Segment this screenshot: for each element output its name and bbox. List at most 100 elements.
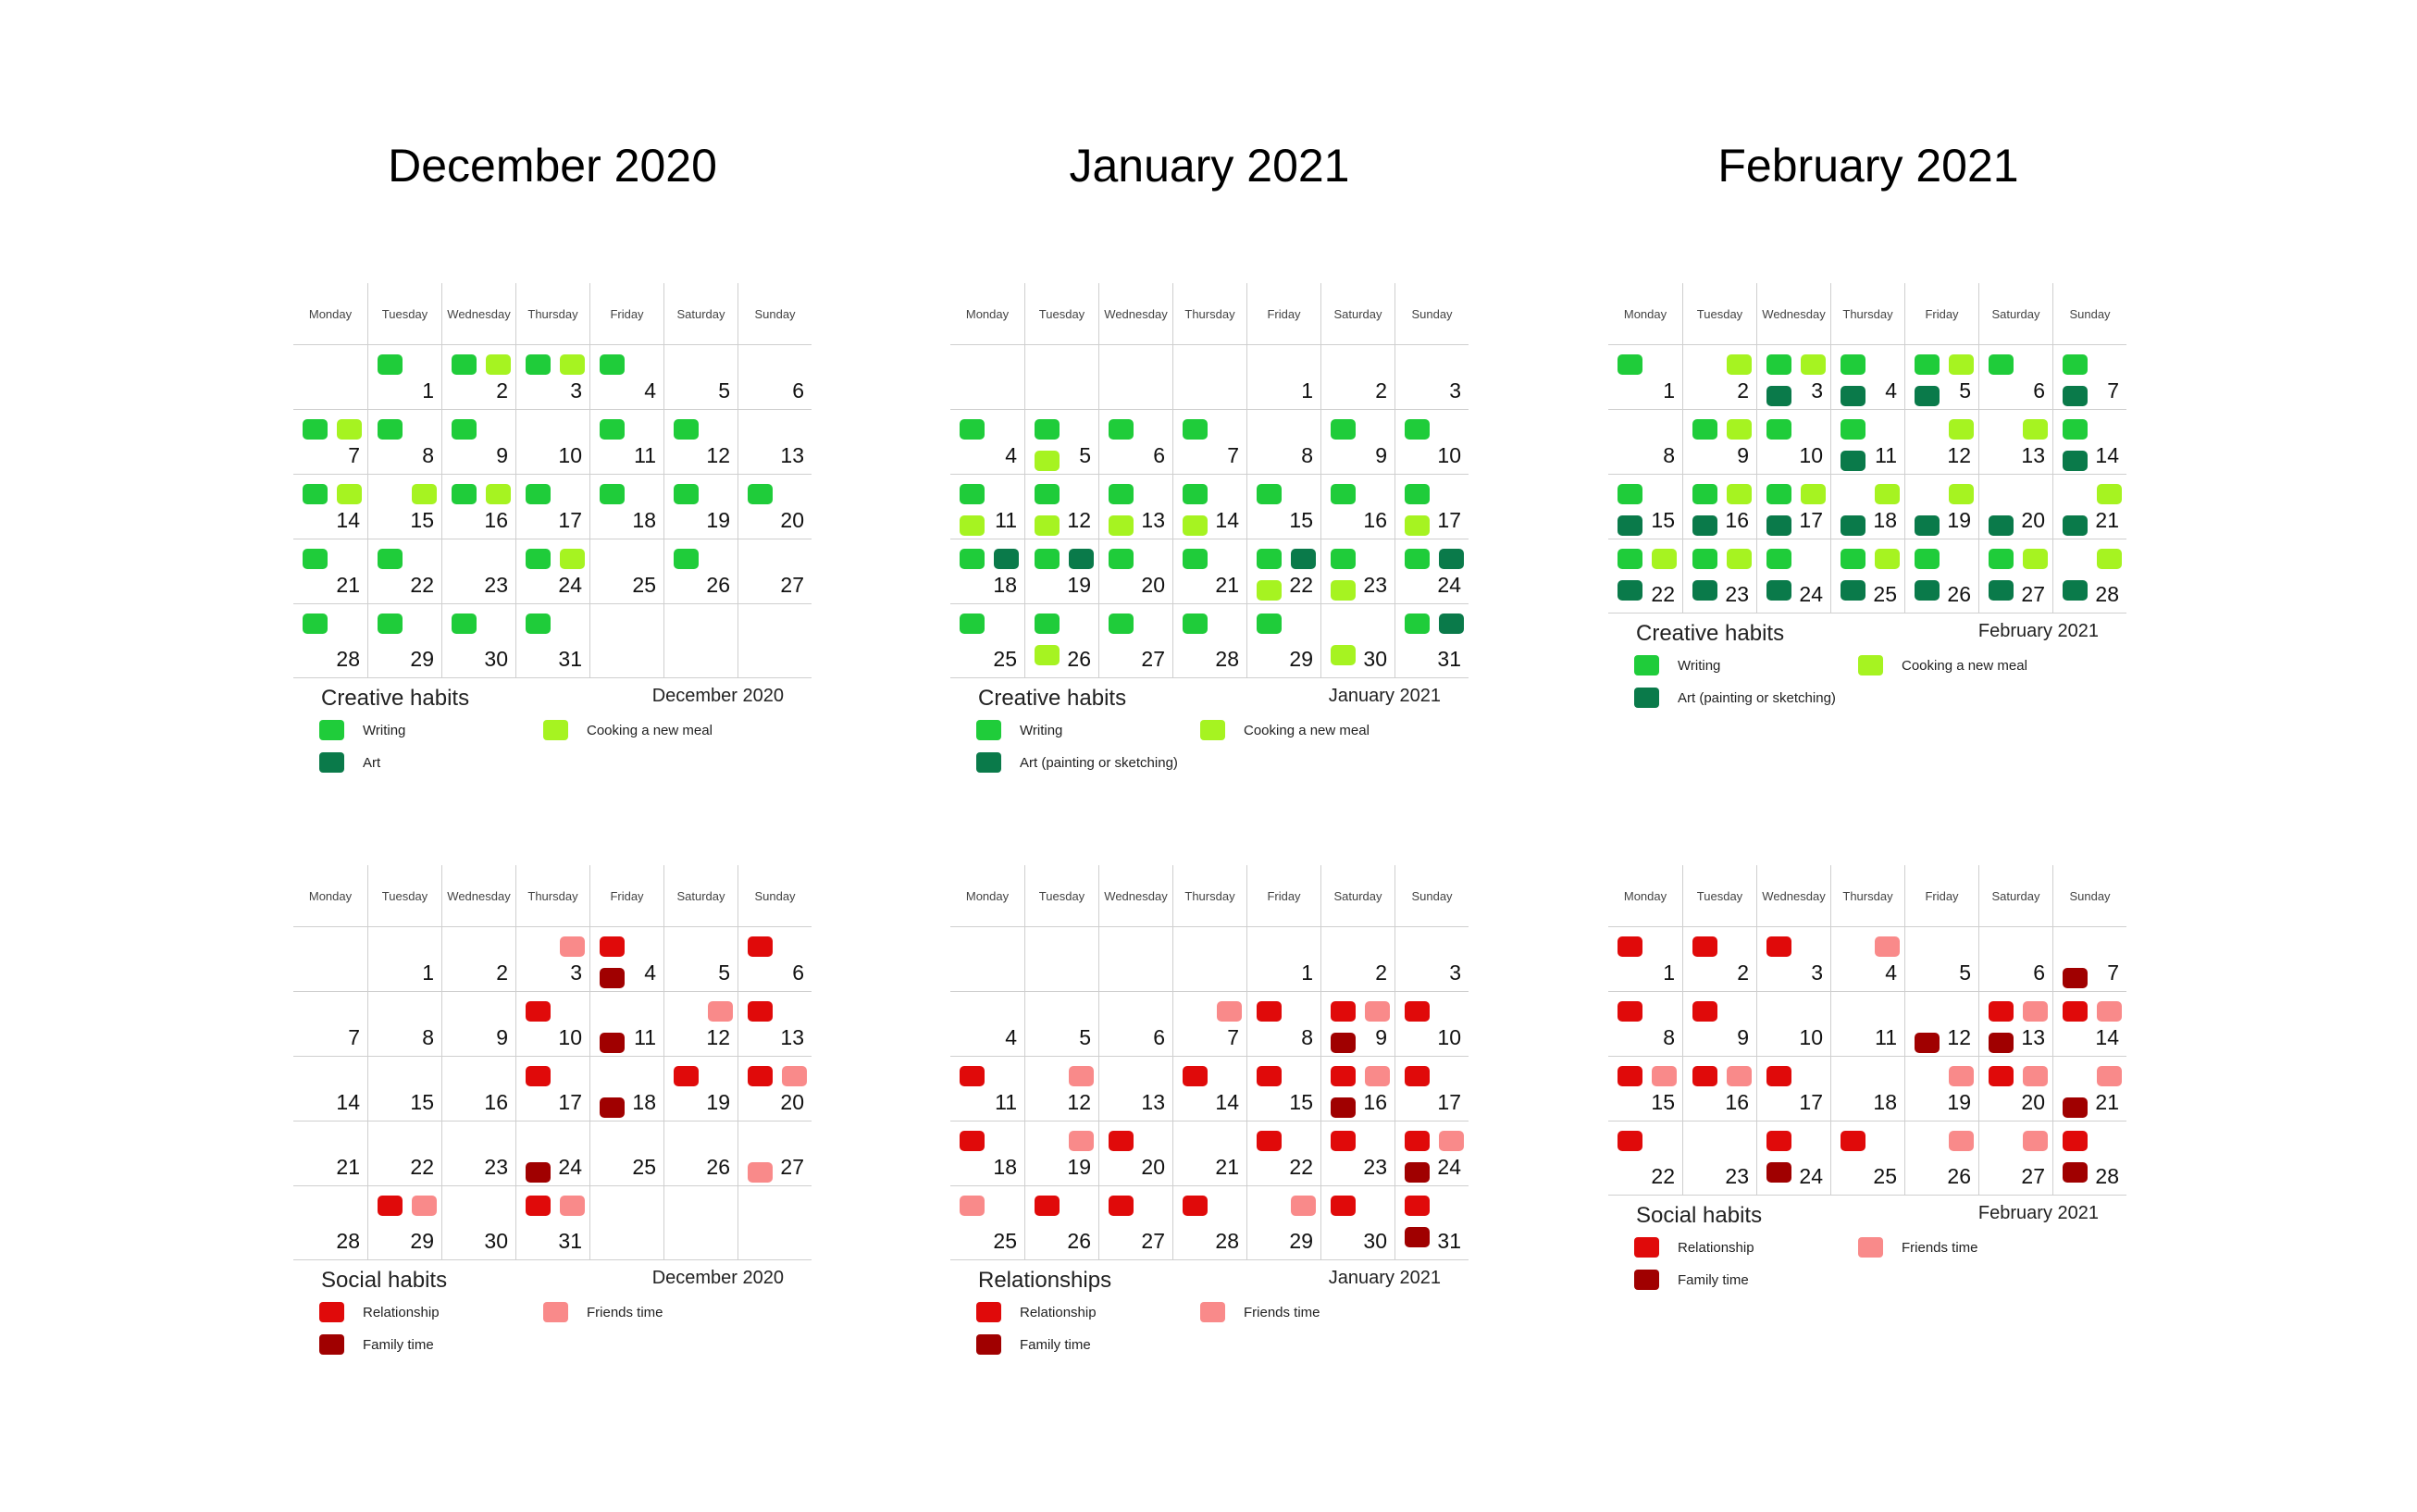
day-cell[interactable]: 5 — [663, 345, 737, 410]
day-cell[interactable]: 26 — [1904, 539, 1978, 613]
day-cell[interactable]: 6 — [1978, 345, 2052, 410]
day-cell[interactable]: 15 — [1608, 1057, 1682, 1122]
day-cell[interactable]: 10 — [1394, 992, 1469, 1057]
day-cell[interactable]: 31 — [1394, 1186, 1469, 1260]
day-cell[interactable]: 26 — [1024, 604, 1098, 678]
day-cell[interactable]: 14 — [293, 1057, 367, 1122]
day-cell[interactable]: 25 — [1830, 539, 1904, 613]
day-cell[interactable]: 11 — [1830, 992, 1904, 1057]
day-cell[interactable]: 7 — [293, 410, 367, 475]
day-cell[interactable]: 8 — [1608, 992, 1682, 1057]
day-cell[interactable]: 24 — [1756, 1122, 1830, 1196]
day-cell[interactable]: 29 — [367, 604, 441, 678]
day-cell[interactable]: 27 — [1978, 539, 2052, 613]
day-cell[interactable]: 27 — [737, 1122, 812, 1186]
day-cell[interactable]: 23 — [1682, 539, 1756, 613]
day-cell[interactable]: 8 — [367, 992, 441, 1057]
day-cell[interactable]: 14 — [1172, 475, 1246, 539]
day-cell[interactable]: 7 — [2052, 345, 2126, 410]
day-cell[interactable]: 30 — [441, 604, 515, 678]
day-cell[interactable]: 14 — [1172, 1057, 1246, 1122]
day-cell[interactable]: 23 — [1320, 539, 1394, 604]
day-cell[interactable]: 11 — [589, 992, 663, 1057]
day-cell[interactable]: 7 — [1172, 992, 1246, 1057]
day-cell[interactable]: 19 — [1904, 1057, 1978, 1122]
day-cell[interactable]: 13 — [1098, 475, 1172, 539]
day-cell[interactable]: 11 — [1830, 410, 1904, 475]
day-cell[interactable]: 8 — [1608, 410, 1682, 475]
day-cell[interactable]: 8 — [367, 410, 441, 475]
day-cell[interactable]: 27 — [1098, 604, 1172, 678]
day-cell[interactable]: 5 — [1024, 410, 1098, 475]
day-cell[interactable]: 5 — [1024, 992, 1098, 1057]
day-cell[interactable]: 28 — [1172, 1186, 1246, 1260]
day-cell[interactable]: 19 — [1024, 539, 1098, 604]
day-cell[interactable]: 20 — [1098, 1122, 1172, 1186]
day-cell[interactable]: 28 — [293, 1186, 367, 1260]
day-cell[interactable]: 13 — [1098, 1057, 1172, 1122]
day-cell[interactable]: 13 — [1978, 410, 2052, 475]
day-cell[interactable]: 26 — [1024, 1186, 1098, 1260]
day-cell[interactable]: 20 — [1978, 475, 2052, 539]
day-cell[interactable]: 23 — [441, 1122, 515, 1186]
day-cell[interactable]: 30 — [1320, 1186, 1394, 1260]
day-cell[interactable]: 28 — [2052, 1122, 2126, 1196]
day-cell[interactable]: 19 — [663, 1057, 737, 1122]
day-cell[interactable]: 24 — [515, 1122, 589, 1186]
day-cell[interactable]: 30 — [441, 1186, 515, 1260]
day-cell[interactable]: 31 — [515, 604, 589, 678]
day-cell[interactable]: 20 — [1978, 1057, 2052, 1122]
day-cell[interactable]: 25 — [950, 1186, 1024, 1260]
day-cell[interactable]: 21 — [293, 1122, 367, 1186]
day-cell[interactable]: 24 — [1394, 539, 1469, 604]
day-cell[interactable]: 5 — [1904, 927, 1978, 992]
day-cell[interactable]: 25 — [1830, 1122, 1904, 1196]
day-cell[interactable]: 10 — [515, 410, 589, 475]
day-cell[interactable]: 4 — [1830, 927, 1904, 992]
day-cell[interactable]: 6 — [737, 345, 812, 410]
day-cell[interactable]: 27 — [1098, 1186, 1172, 1260]
day-cell[interactable]: 27 — [1978, 1122, 2052, 1196]
day-cell[interactable]: 29 — [1246, 1186, 1320, 1260]
day-cell[interactable]: 18 — [1830, 475, 1904, 539]
day-cell[interactable]: 3 — [1394, 927, 1469, 992]
day-cell[interactable]: 17 — [515, 1057, 589, 1122]
day-cell[interactable]: 18 — [950, 539, 1024, 604]
day-cell[interactable]: 21 — [2052, 1057, 2126, 1122]
day-cell[interactable]: 12 — [1024, 475, 1098, 539]
day-cell[interactable]: 3 — [515, 927, 589, 992]
day-cell[interactable]: 24 — [1394, 1122, 1469, 1186]
day-cell[interactable]: 2 — [1320, 927, 1394, 992]
day-cell[interactable]: 9 — [1682, 992, 1756, 1057]
day-cell[interactable]: 25 — [950, 604, 1024, 678]
day-cell[interactable]: 29 — [367, 1186, 441, 1260]
day-cell[interactable]: 16 — [1682, 475, 1756, 539]
day-cell[interactable]: 3 — [1394, 345, 1469, 410]
day-cell[interactable]: 14 — [293, 475, 367, 539]
day-cell[interactable]: 25 — [589, 1122, 663, 1186]
day-cell[interactable]: 4 — [589, 927, 663, 992]
day-cell[interactable]: 7 — [293, 992, 367, 1057]
day-cell[interactable]: 10 — [1756, 992, 1830, 1057]
day-cell[interactable]: 2 — [1682, 345, 1756, 410]
day-cell[interactable]: 15 — [367, 1057, 441, 1122]
day-cell[interactable]: 11 — [950, 1057, 1024, 1122]
day-cell[interactable]: 15 — [1608, 475, 1682, 539]
day-cell[interactable]: 24 — [515, 539, 589, 604]
day-cell[interactable]: 16 — [1682, 1057, 1756, 1122]
day-cell[interactable]: 28 — [2052, 539, 2126, 613]
day-cell[interactable]: 21 — [2052, 475, 2126, 539]
day-cell[interactable]: 16 — [441, 1057, 515, 1122]
day-cell[interactable]: 24 — [1756, 539, 1830, 613]
day-cell[interactable]: 1 — [1608, 345, 1682, 410]
day-cell[interactable]: 18 — [950, 1122, 1024, 1186]
day-cell[interactable]: 22 — [1608, 539, 1682, 613]
day-cell[interactable]: 6 — [1098, 410, 1172, 475]
day-cell[interactable]: 23 — [441, 539, 515, 604]
day-cell[interactable]: 20 — [1098, 539, 1172, 604]
day-cell[interactable]: 1 — [1246, 345, 1320, 410]
day-cell[interactable]: 27 — [737, 539, 812, 604]
day-cell[interactable]: 11 — [950, 475, 1024, 539]
day-cell[interactable]: 8 — [1246, 992, 1320, 1057]
day-cell[interactable]: 16 — [1320, 1057, 1394, 1122]
